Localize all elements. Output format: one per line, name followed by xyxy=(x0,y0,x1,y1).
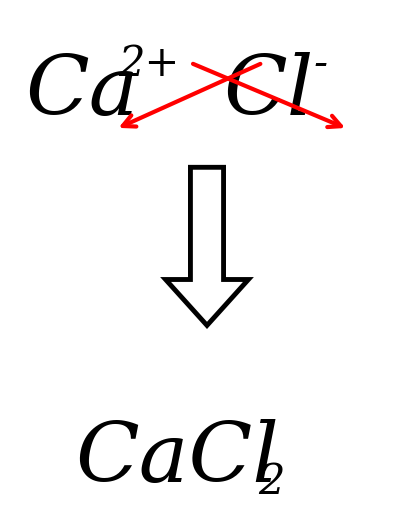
Text: 2: 2 xyxy=(257,460,284,502)
Text: -: - xyxy=(313,43,327,84)
Text: CaCl: CaCl xyxy=(76,418,279,498)
Text: 2+: 2+ xyxy=(118,43,179,84)
Text: Cl: Cl xyxy=(223,52,313,131)
Polygon shape xyxy=(165,168,248,326)
Text: Ca: Ca xyxy=(26,52,139,131)
